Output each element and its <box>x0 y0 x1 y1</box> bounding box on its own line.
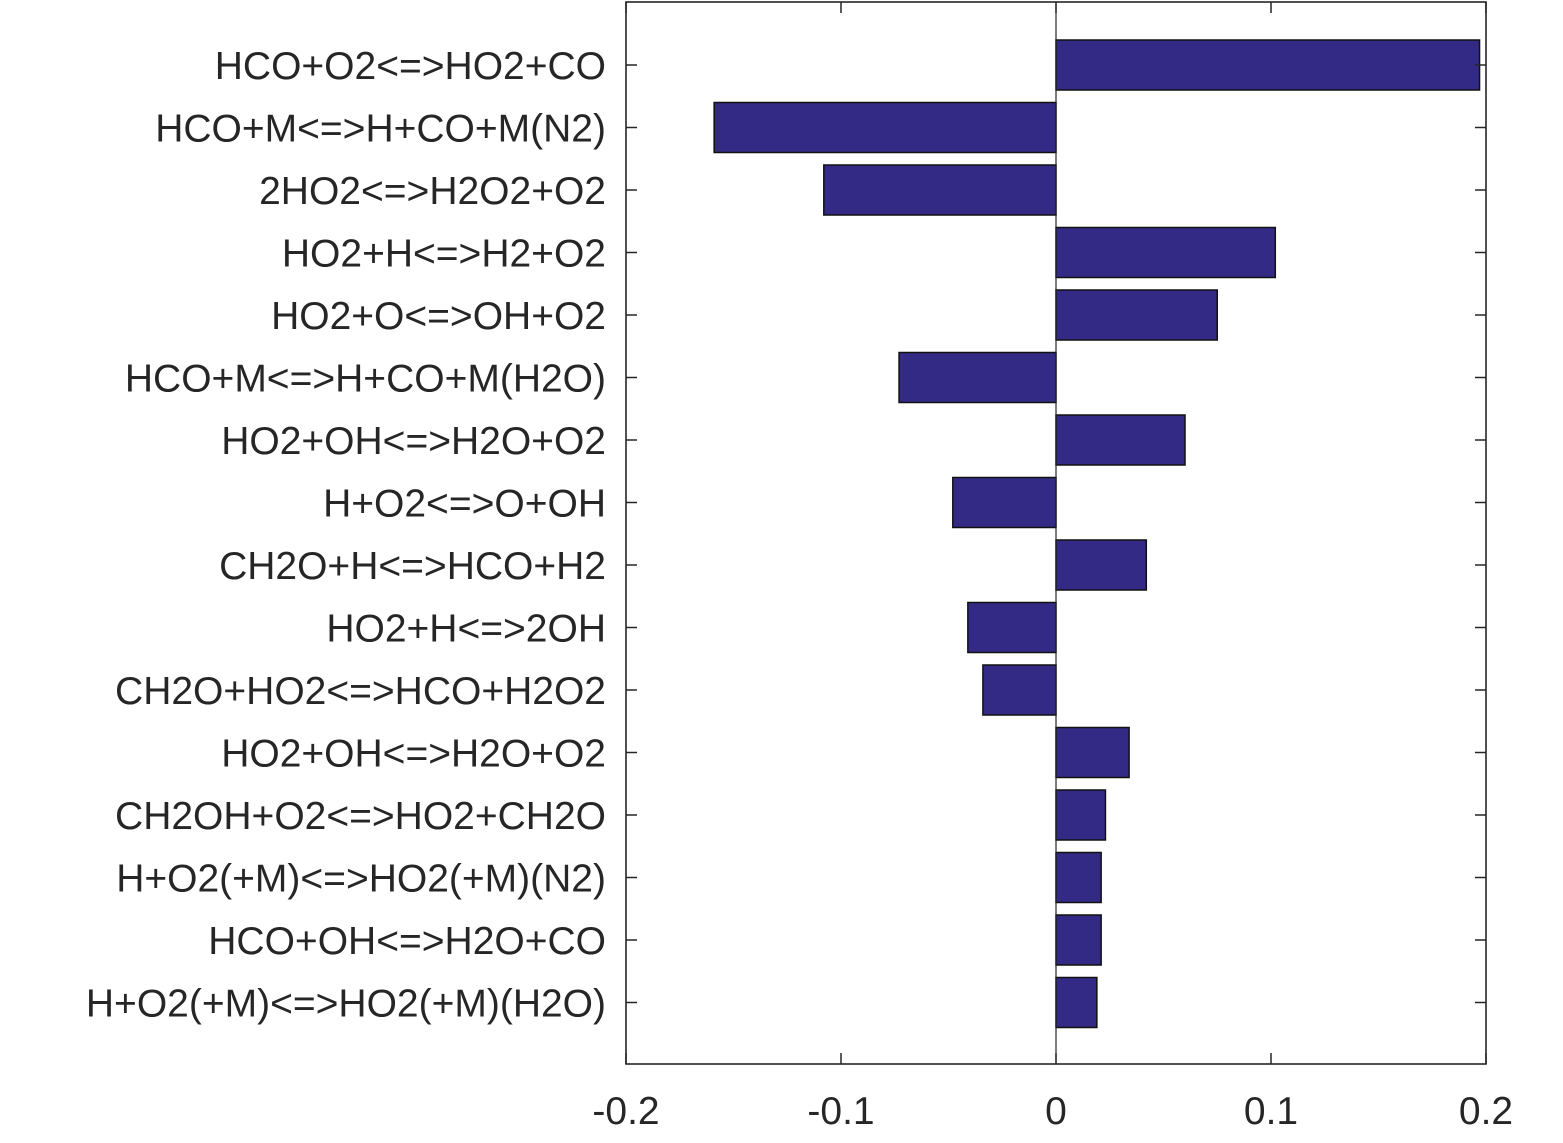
category-label: H+O2(+M)<=>HO2(+M)(N2) <box>116 858 606 901</box>
bar-3 <box>1055 226 1277 279</box>
category-label: HCO+M<=>H+CO+M(N2) <box>155 108 606 151</box>
bars <box>713 39 1481 1029</box>
bar-2 <box>823 164 1057 216</box>
x-tick-label: 0.2 <box>1459 1090 1513 1133</box>
x-tick-labels: -0.2 -0.1 0 0.1 0.2 <box>592 1090 1513 1133</box>
bar-5 <box>898 351 1057 404</box>
bar-6 <box>1055 414 1186 466</box>
category-label: HCO+O2<=>HO2+CO <box>215 45 606 88</box>
category-label: HO2+H<=>H2+O2 <box>282 233 606 276</box>
x-tick-label: -0.1 <box>807 1090 874 1133</box>
bar-9 <box>967 601 1057 654</box>
category-label: H+O2<=>O+OH <box>323 483 606 526</box>
bar-8 <box>1055 539 1148 591</box>
x-tick-label: -0.2 <box>592 1090 659 1133</box>
category-label: H+O2(+M)<=>HO2(+M)(H2O) <box>86 983 606 1026</box>
category-labels: HCO+O2<=>HO2+CO HCO+M<=>H+CO+M(N2) 2HO2<=>… <box>86 45 606 1026</box>
category-label: CH2O+HO2<=>HCO+H2O2 <box>115 670 606 713</box>
category-label: HO2+OH<=>H2O+O2 <box>221 420 606 463</box>
category-label: CH2O+H<=>HCO+H2 <box>219 545 606 588</box>
category-label: HO2+OH<=>H2O+O2 <box>221 733 606 776</box>
bar-0 <box>1055 39 1481 91</box>
x-tick-label: 0.1 <box>1244 1090 1298 1133</box>
bar-15 <box>1055 976 1098 1029</box>
category-label: HCO+OH<=>H2O+CO <box>208 920 606 963</box>
bar-4 <box>1055 289 1218 341</box>
category-label: HO2+O<=>OH+O2 <box>271 295 606 338</box>
bar-11 <box>1055 726 1130 779</box>
x-tick-label: 0 <box>1045 1090 1067 1133</box>
bar-7 <box>952 476 1057 529</box>
category-label: CH2OH+O2<=>HO2+CH2O <box>115 795 606 838</box>
axis-ticks <box>625 2 1487 1064</box>
category-label: HO2+H<=>2OH <box>326 608 606 651</box>
category-label: HCO+M<=>H+CO+M(H2O) <box>125 358 606 401</box>
bar-14 <box>1055 914 1102 966</box>
category-label: 2HO2<=>H2O2+O2 <box>259 170 606 213</box>
bar-1 <box>713 101 1057 154</box>
bar-12 <box>1055 789 1107 841</box>
bar-10 <box>982 664 1057 716</box>
bar-13 <box>1055 851 1102 904</box>
plot-area-frame <box>625 1 1487 1065</box>
